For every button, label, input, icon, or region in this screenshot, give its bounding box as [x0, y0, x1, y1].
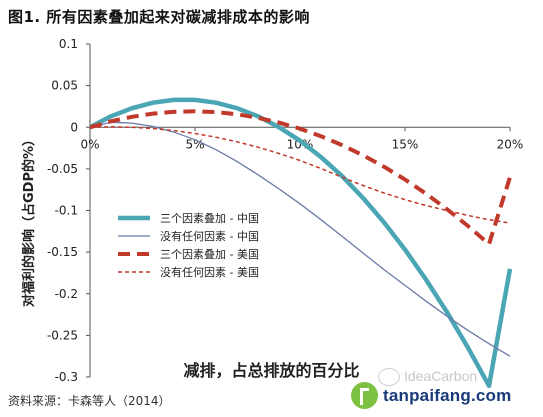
series-line-3	[89, 109, 512, 247]
x-tick-label: 5%	[185, 137, 204, 151]
watermark-site-text: tanpaifang.com	[383, 386, 512, 405]
y-tick-label: -0.2	[55, 287, 78, 301]
y-tick-label: -0.3	[55, 370, 78, 384]
y-tick-label: -0.15	[47, 245, 78, 259]
legend-label: 没有任何因素 - 中国	[160, 229, 259, 243]
y-tick-label: -0.1	[55, 204, 78, 218]
y-tick-label: 0.05	[51, 79, 78, 93]
x-axis-label: 减排，占总排放的百分比	[183, 361, 360, 380]
wechat-icon	[378, 368, 400, 386]
y-axis-label: 对福利的影响（占GDP的%）	[21, 133, 37, 307]
source-note: 资料来源：卡森等人（2014）	[8, 394, 171, 408]
y-tick-label: -0.25	[47, 328, 78, 342]
y-tick-label: -0.05	[47, 162, 78, 176]
y-tick-label: 0	[70, 120, 78, 134]
tanpaifang-logo-icon	[351, 382, 378, 409]
watermark-faint-text: IdeaCarbon	[404, 368, 478, 384]
x-tick-label: 0%	[80, 137, 99, 151]
legend-label: 没有任何因素 - 美国	[160, 265, 259, 279]
legend-label: 三个因素叠加 - 美国	[160, 248, 259, 261]
series-line-4	[89, 126, 511, 224]
x-tick-label: 15%	[392, 137, 419, 151]
x-tick-label: 20%	[497, 137, 524, 151]
series-line-2	[89, 121, 511, 357]
legend-label: 三个因素叠加 - 中国	[160, 212, 259, 225]
chart-axes: 0.1 0.05 0 -0.05 -0.1 -0.15 -0.2 -0.25 -0.3 0% 5% 1…	[47, 37, 523, 384]
y-tick-label: 0.1	[59, 37, 78, 51]
series-line-1	[88, 97, 513, 389]
figure-title: 图1. 所有因素叠加起来对碳减排成本的影响	[8, 8, 310, 26]
chart-series-layer	[88, 97, 513, 389]
